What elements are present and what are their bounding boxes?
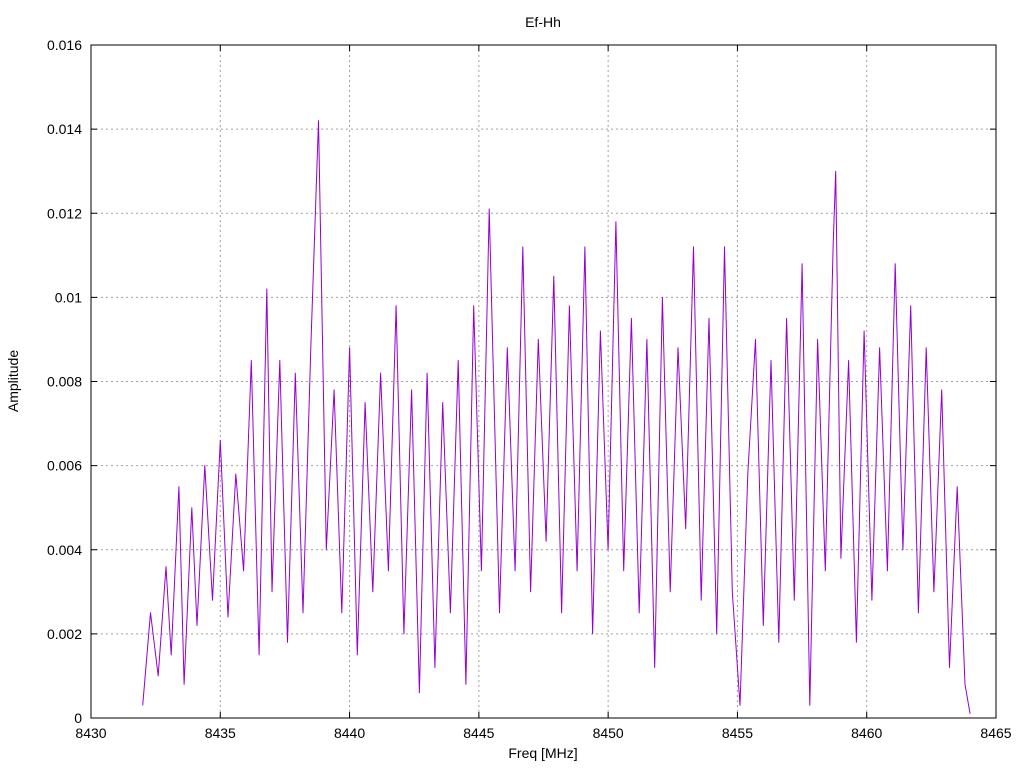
y-tick-label: 0.006 [47, 458, 82, 474]
x-tick-label: 8460 [851, 725, 882, 741]
x-axis-label: Freq [MHz] [508, 745, 577, 761]
y-tick-label: 0 [74, 710, 82, 726]
y-tick-label: 0.014 [47, 121, 82, 137]
x-tick-label: 8450 [593, 725, 624, 741]
chart-title: Ef-Hh [525, 14, 561, 30]
axis-ticks [90, 44, 997, 719]
y-tick-label: 0.004 [47, 542, 82, 558]
x-tick-label: 8445 [463, 725, 494, 741]
x-tick-label: 8455 [722, 725, 753, 741]
x-tick-labels: 8430 8435 8440 8445 8450 8455 8460 8465 [75, 725, 1011, 741]
y-tick-label: 0.008 [47, 374, 82, 390]
y-tick-label: 0.01 [55, 289, 82, 305]
series-line [142, 120, 971, 714]
x-tick-label: 8465 [980, 725, 1011, 741]
series-layer [142, 120, 971, 714]
y-tick-label: 0.012 [47, 205, 82, 221]
x-tick-label: 8440 [334, 725, 365, 741]
x-tick-label: 8430 [75, 725, 106, 741]
grid-lines [91, 45, 996, 718]
x-tick-label: 8435 [205, 725, 236, 741]
y-tick-label: 0.016 [47, 37, 82, 53]
y-tick-labels: 0 0.002 0.004 0.006 0.008 0.01 0.012 0.014 0.016 [47, 37, 82, 726]
y-axis-label: Amplitude [5, 350, 21, 412]
y-tick-label: 0.002 [47, 626, 82, 642]
